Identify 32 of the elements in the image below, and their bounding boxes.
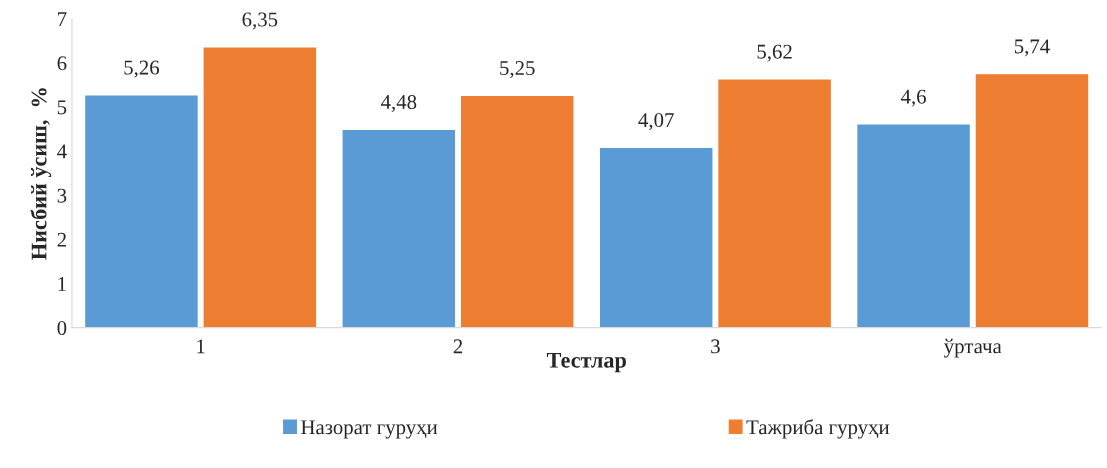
x-tick-label: 1: [197, 339, 205, 354]
x-axis-title: Тестлар: [546, 352, 626, 373]
x-tick-label: 3: [711, 339, 720, 354]
data-label: 4,48: [381, 94, 417, 113]
y-tick-label: 1: [58, 276, 66, 291]
x-tick-label: 2: [453, 339, 463, 354]
legend-label: Назорат гуруҳи: [301, 420, 438, 439]
data-label: 5,25: [500, 61, 535, 79]
bar: [599, 148, 713, 328]
bar: [718, 79, 831, 328]
y-tick-label: 6: [57, 56, 67, 71]
legend-label: Тажриба гуруҳи: [746, 419, 890, 439]
data-label: 5,62: [757, 44, 792, 62]
data-label: 5,26: [124, 60, 160, 78]
y-tick-label: 7: [58, 12, 67, 26]
bar: [975, 74, 1089, 328]
y-tick-label: 3: [57, 188, 67, 203]
y-tick-label: 0: [57, 320, 67, 336]
data-label: 4,07: [638, 113, 674, 131]
y-tick-label: 2: [57, 232, 66, 247]
bar: [203, 47, 317, 328]
bar: [342, 129, 456, 328]
data-label: 4,6: [900, 89, 926, 107]
data-label: 5,74: [1014, 39, 1050, 57]
y-tick-label: 5: [57, 100, 67, 115]
y-axis-title: Нисбий ўсиш, %: [30, 88, 52, 260]
bar: [85, 95, 198, 328]
x-tick-label: ўртача: [944, 338, 1002, 358]
data-label: 6,35: [242, 12, 278, 30]
bar: [857, 124, 970, 328]
y-tick-label: 4: [57, 144, 67, 159]
bar: [460, 95, 574, 328]
